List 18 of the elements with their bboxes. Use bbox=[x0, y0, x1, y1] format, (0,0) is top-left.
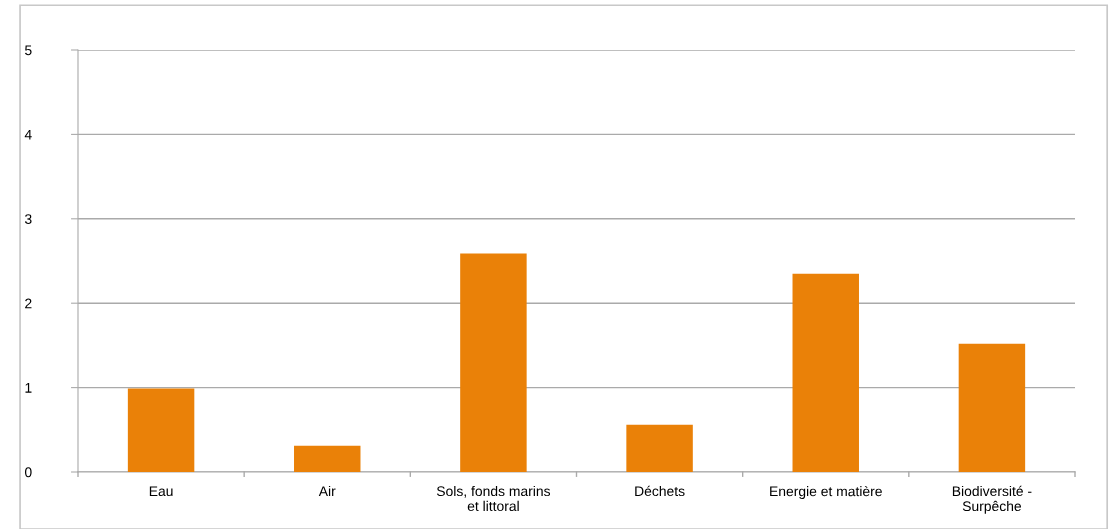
x-tick-label: Energie et matière bbox=[770, 485, 882, 499]
x-tick-label: Air bbox=[318, 485, 336, 496]
bar bbox=[294, 445, 361, 472]
y-tick-label: 3 bbox=[24, 214, 32, 224]
bar bbox=[792, 273, 859, 472]
y-tick-label: 1 bbox=[25, 383, 32, 393]
bar bbox=[460, 253, 527, 472]
x-tick-label: Sols, fonds marins et littoral bbox=[436, 485, 551, 512]
y-tick-label: 0 bbox=[24, 467, 32, 478]
y-tick-label: 2 bbox=[25, 298, 32, 309]
bar bbox=[626, 424, 693, 472]
bar bbox=[958, 343, 1026, 472]
y-tick-label: 5 bbox=[25, 45, 32, 56]
x-tick-label: Déchets bbox=[635, 485, 685, 497]
bar bbox=[127, 388, 195, 472]
x-tick-label: Eau bbox=[149, 486, 173, 497]
y-tick-label: 4 bbox=[24, 129, 32, 140]
x-tick-label: Biodiversité - Surpêche bbox=[952, 485, 1032, 514]
